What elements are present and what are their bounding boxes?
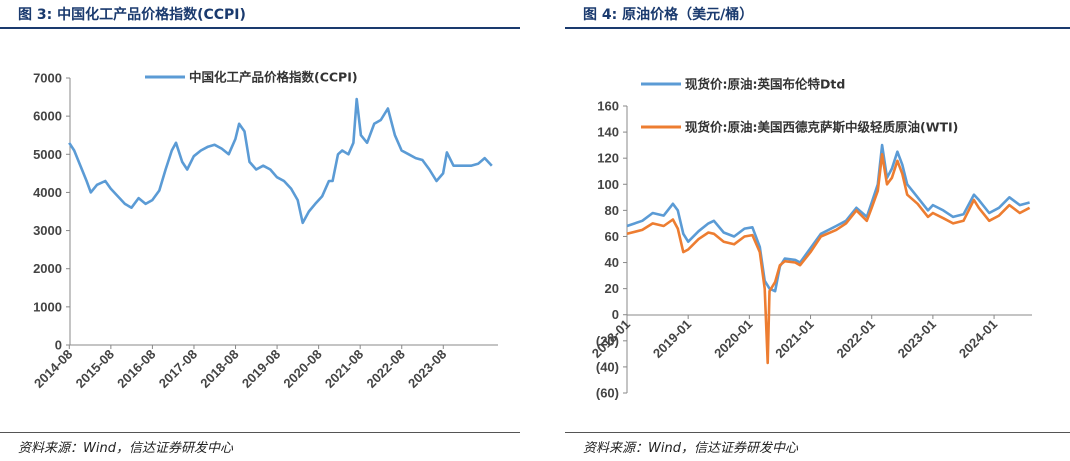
figure-3-panel: 图 3: 中国化工产品价格指数(CCPI) 0 1000 2000 3000 4000 5… (0, 0, 520, 461)
oil-x-tick-label: 2024-01 (956, 317, 1000, 361)
oil-y-tick-label: 60 (605, 229, 619, 244)
figure-3-title-rule (0, 27, 520, 29)
figure-4-source: 资料来源：Wind，信达证券研发中心 (583, 441, 798, 456)
ccpi-x-tick-label: 2015-08 (73, 347, 117, 391)
oil-x-tick-label: 2023-01 (895, 317, 939, 361)
oil-x-tick-label: 2021-01 (772, 317, 816, 361)
oil-legend-label: 现货价:原油:英国布伦特Dtd (685, 77, 845, 92)
oil-y-tick-label: (40) (596, 359, 619, 374)
ccpi-y-tick-label: 5000 (33, 147, 62, 162)
ccpi-legend: 中国化工产品价格指数(CCPI) (145, 70, 358, 85)
oil-legend-label: 现货价:原油:美国西德克萨斯中级轻质原油(WTI) (685, 120, 958, 135)
ccpi-series-group (68, 97, 493, 225)
ccpi-x-tick-label: 2017-08 (156, 347, 200, 391)
ccpi-series-line (68, 97, 493, 225)
oil-x-tick-label: 2020-01 (711, 317, 755, 361)
ccpi-y-tick-label: 0 (55, 338, 62, 353)
ccpi-y-tick-label: 3000 (33, 223, 62, 238)
oil-series-group (626, 143, 1031, 365)
oil-x-tick-label: 2019-01 (650, 317, 694, 361)
figure-4-panel: 图 4: 原油价格（美元/桶） (60) (40) (20) 0 20 40 60 80 100… (565, 0, 1070, 461)
ccpi-y-tick-label: 6000 (33, 109, 62, 124)
ccpi-x-tick-label: 2022-08 (364, 347, 408, 391)
ccpi-x-tick-label: 2019-08 (239, 347, 283, 391)
oil-y-tick-label: 80 (605, 203, 619, 218)
ccpi-x-ticks: 2014-082015-082016-082017-082018-082019-… (31, 345, 449, 391)
figure-4-title: 图 4: 原油价格（美元/桶） (583, 7, 754, 23)
oil-y-tick-label: 160 (597, 99, 619, 114)
ccpi-x-tick-label: 2023-08 (405, 347, 449, 391)
oil-y-tick-label: 40 (605, 255, 619, 270)
oil-y-tick-label: 20 (605, 281, 619, 296)
ccpi-x-tick-label: 2020-08 (280, 347, 324, 391)
figure-3-title: 图 3: 中国化工产品价格指数(CCPI) (18, 7, 246, 23)
oil-y-tick-label: 140 (597, 125, 619, 140)
oil-y-ticks: (60) (40) (20) 0 20 40 60 80 100 120 140 160 (596, 99, 627, 401)
ccpi-x-tick-label: 2021-08 (322, 347, 366, 391)
oil-series-line (626, 143, 1030, 293)
ccpi-x-tick-label: 2018-08 (197, 347, 241, 391)
oil-y-tick-label: (20) (596, 333, 619, 348)
ccpi-y-tick-label: 7000 (33, 71, 62, 86)
oil-series-line (626, 153, 1031, 365)
ccpi-y-tick-label: 2000 (33, 261, 62, 276)
oil-x-tick-label: 2022-01 (833, 317, 877, 361)
oil-legend: 现货价:原油:英国布伦特Dtd 现货价:原油:美国西德克萨斯中级轻质原油(WTI) (641, 77, 958, 135)
figure-3-source-rule (0, 432, 520, 433)
ccpi-x-tick-label: 2014-08 (31, 347, 75, 391)
ccpi-y-ticks: 0 1000 2000 3000 4000 5000 6000 7000 (33, 71, 70, 353)
ccpi-y-tick-label: 1000 (33, 299, 62, 314)
ccpi-y-tick-label: 4000 (33, 185, 62, 200)
figure-3-source: 资料来源：Wind，信达证券研发中心 (18, 441, 233, 456)
figure-4-source-rule (565, 432, 1070, 433)
ccpi-legend-label: 中国化工产品价格指数(CCPI) (189, 70, 358, 85)
oil-y-tick-label: 0 (612, 307, 619, 322)
oil-y-tick-label: 100 (597, 177, 619, 192)
ccpi-x-tick-label: 2016-08 (114, 347, 158, 391)
oil-y-tick-label: (60) (596, 386, 619, 401)
oil-x-ticks: 2018-01 2019-01 2020-01 2021-01 2022-01 2023-… (589, 315, 1000, 361)
figure-4-title-rule (565, 27, 1070, 29)
oil-y-tick-label: 120 (597, 151, 619, 166)
